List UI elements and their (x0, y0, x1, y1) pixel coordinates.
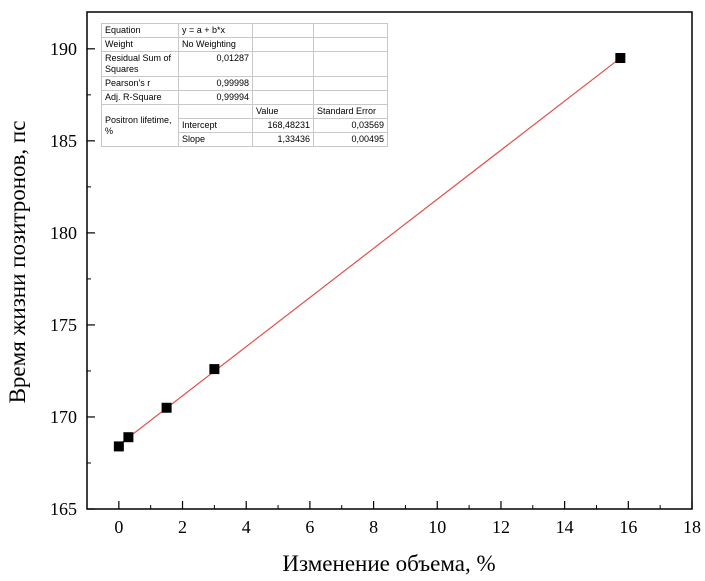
empty-cell (313, 90, 388, 105)
data-points (113, 53, 626, 452)
group-label: Positron lifetime, % (101, 104, 179, 147)
stderr-header: Standard Error (313, 104, 388, 119)
slope-label: Slope (178, 132, 253, 147)
adjr2-value: 0,99994 (178, 90, 253, 105)
intercept-error: 0,03569 (313, 118, 388, 133)
data-point (615, 53, 626, 64)
stats-row-intercept: Intercept 168,48231 0,03569 (102, 118, 388, 133)
data-point (123, 432, 134, 443)
plot-frame (86, 11, 693, 510)
slope-value: 1,33436 (252, 132, 314, 147)
x-tick-label: 0 (114, 517, 123, 537)
data-point (113, 441, 124, 452)
pearson-label: Pearson's r (101, 76, 179, 91)
empty-cell (178, 104, 253, 119)
stats-row-equation: Equation y = a + b*x (101, 23, 388, 38)
empty-cell (252, 51, 314, 77)
stats-row-adjr2: Adj. R-Square 0,99994 (101, 90, 388, 105)
y-tick-label: 185 (50, 131, 77, 151)
rss-label: Residual Sum of Squares (101, 51, 179, 77)
y-tick-label: 170 (50, 407, 77, 427)
pearson-value: 0,99998 (178, 76, 253, 91)
slope-error: 0,00495 (313, 132, 388, 147)
empty-cell (313, 76, 388, 91)
x-tick-label: 8 (369, 517, 378, 537)
stats-row-header: Positron lifetime, % Value Standard Erro… (101, 104, 388, 147)
stats-row-pearson: Pearson's r 0,99998 (101, 76, 388, 91)
x-tick-label: 2 (178, 517, 187, 537)
empty-cell (252, 76, 314, 91)
axis-ticks (87, 48, 693, 510)
fit-line (118, 57, 621, 446)
equation-label: Equation (101, 23, 179, 38)
intercept-label: Intercept (178, 118, 253, 133)
stats-row-weight: Weight No Weighting (101, 37, 388, 52)
empty-cell (252, 23, 314, 38)
y-tick-label: 165 (50, 499, 77, 519)
empty-cell (313, 37, 388, 52)
empty-cell (313, 23, 388, 38)
x-tick-label: 12 (492, 517, 510, 537)
data-point (209, 364, 220, 375)
x-tick-label: 4 (242, 517, 251, 537)
x-tick-label: 16 (619, 517, 637, 537)
x-tick-label: 14 (556, 517, 574, 537)
x-axis-title: Изменение объема, % (282, 551, 495, 576)
y-axis-title: Время жизни позитронов, пс (5, 121, 30, 404)
data-point (161, 402, 172, 413)
rss-value: 0,01287 (178, 51, 253, 77)
x-tick-label: 18 (683, 517, 701, 537)
stats-row-rss: Residual Sum of Squares 0,01287 (101, 51, 388, 77)
weight-value: No Weighting (178, 37, 253, 52)
intercept-value: 168,48231 (252, 118, 314, 133)
adjr2-label: Adj. R-Square (101, 90, 179, 105)
y-tick-label: 180 (50, 223, 77, 243)
y-tick-labels: 165 170 175 180 185 190 (50, 39, 77, 519)
stats-row-slope: Slope 1,33436 0,00495 (102, 132, 388, 147)
weight-label: Weight (101, 37, 179, 52)
empty-cell (252, 90, 314, 105)
value-header: Value (252, 104, 314, 119)
equation-value: y = a + b*x (178, 23, 253, 38)
x-tick-label: 10 (428, 517, 446, 537)
empty-cell (252, 37, 314, 52)
y-tick-label: 190 (50, 39, 77, 59)
fit-stats-table: Equation y = a + b*x Weight No Weighting… (101, 23, 388, 147)
x-tick-labels: 0 2 4 6 8 10 12 14 16 18 (114, 517, 701, 537)
y-tick-label: 175 (50, 315, 77, 335)
x-tick-label: 6 (305, 517, 314, 537)
fit-line-group (118, 57, 621, 446)
empty-cell (313, 51, 388, 77)
